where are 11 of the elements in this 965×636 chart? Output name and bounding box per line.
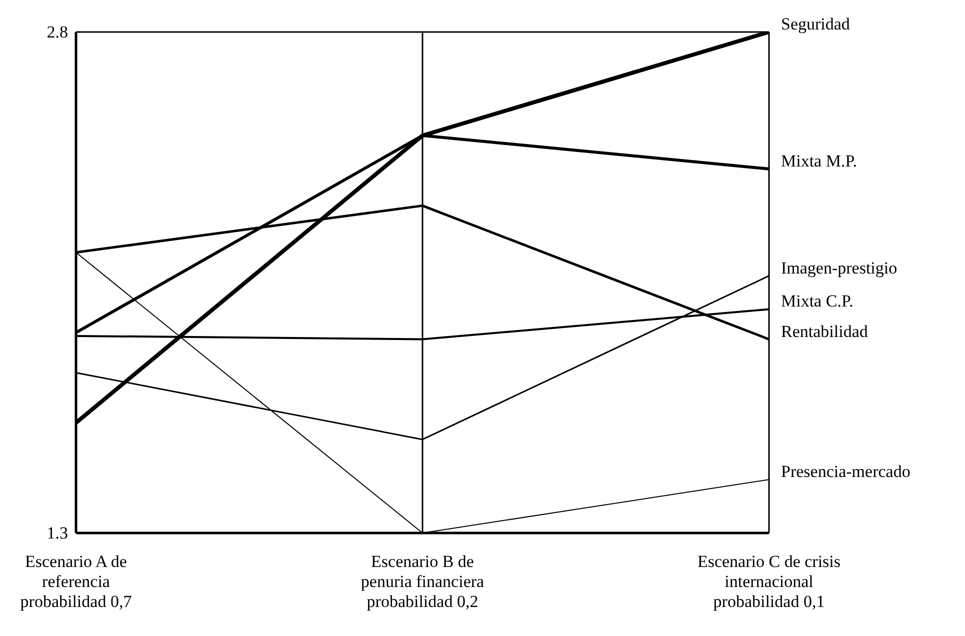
y-tick-label: 1.3: [46, 524, 68, 542]
series-label: Imagen-prestigio: [781, 258, 898, 278]
x-tick-label: Escenario B de penuria financiera probabilidad 0,2: [360, 552, 485, 611]
series-label: Rentabilidad: [781, 322, 868, 341]
x-tick-label: Escenario C de crisis internacional probabilidad 0,1: [697, 552, 841, 611]
x-tick-label: Escenario A de referencia probabilidad 0,7: [20, 552, 132, 611]
series-label: Mixta M.P.: [781, 151, 858, 170]
series-label: Mixta C.P.: [781, 292, 854, 311]
series-label: Presencia-mercado: [781, 462, 910, 482]
y-tick-label: 2.8: [46, 22, 68, 42]
series-label: Seguridad: [781, 14, 850, 34]
